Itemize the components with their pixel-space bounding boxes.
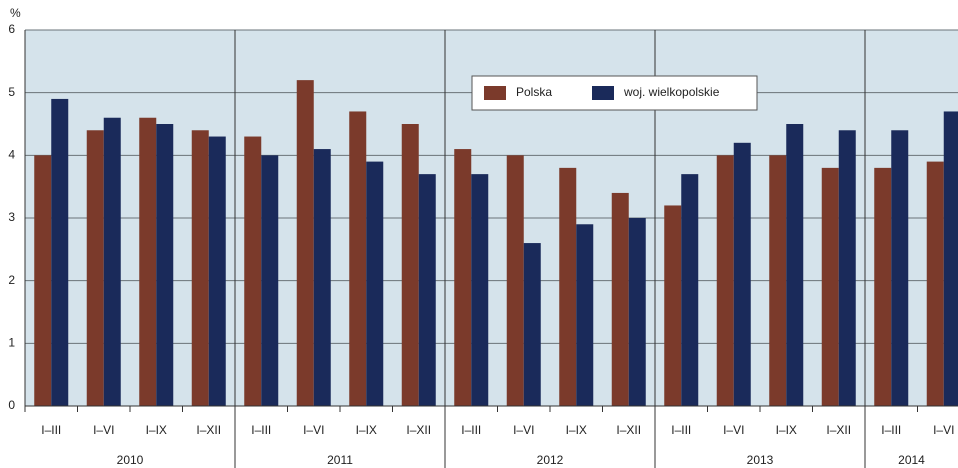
bar	[51, 98, 69, 406]
bar	[733, 142, 751, 407]
y-axis-label: %	[10, 6, 21, 20]
x-tick-label: I–VI	[723, 423, 744, 437]
x-tick-label: I–III	[671, 423, 691, 437]
x-tick-label: I–VI	[513, 423, 534, 437]
x-tick-label: I–IX	[566, 423, 587, 437]
bar	[716, 155, 734, 406]
bar	[208, 136, 226, 407]
bar	[523, 243, 541, 406]
x-tick-label: I–IX	[776, 423, 797, 437]
y-tick-label: 1	[8, 336, 15, 350]
bar	[769, 155, 787, 406]
bar	[926, 161, 944, 406]
bar	[681, 174, 699, 406]
bar	[313, 149, 331, 407]
y-tick-label: 4	[8, 148, 15, 162]
x-tick-label: I–III	[461, 423, 481, 437]
y-tick-label: 5	[8, 85, 15, 99]
bar	[454, 149, 472, 407]
group-label: 2012	[537, 453, 564, 467]
bar	[874, 167, 892, 406]
x-tick-label: I–VI	[93, 423, 114, 437]
bar	[349, 111, 367, 406]
group-label: 2013	[747, 453, 774, 467]
group-label: 2014	[898, 453, 925, 467]
bar	[611, 192, 629, 406]
bar	[156, 124, 174, 406]
legend-box	[471, 75, 758, 111]
bar	[506, 155, 524, 406]
bar	[628, 218, 646, 406]
bar	[296, 80, 314, 406]
bar	[418, 174, 436, 406]
bar	[261, 155, 279, 406]
bar	[103, 117, 121, 406]
x-tick-label: I–VI	[933, 423, 954, 437]
bar	[891, 130, 909, 406]
legend-swatch	[592, 86, 614, 100]
bar	[34, 155, 52, 406]
bar	[821, 167, 839, 406]
bar	[576, 224, 594, 406]
group-label: 2011	[327, 453, 353, 467]
x-tick-label: I–VI	[303, 423, 324, 437]
x-tick-label: I–IX	[146, 423, 167, 437]
bar	[471, 174, 489, 406]
legend-label: Polska	[516, 85, 552, 99]
y-tick-label: 0	[8, 398, 15, 412]
bar	[664, 205, 682, 406]
bar	[943, 111, 958, 406]
legend-swatch	[484, 86, 506, 100]
bar	[401, 124, 419, 406]
x-tick-label: I–XII	[196, 423, 221, 437]
x-tick-label: I–XII	[616, 423, 641, 437]
bar	[86, 130, 104, 406]
y-tick-label: 6	[8, 22, 15, 36]
y-tick-label: 2	[8, 273, 15, 287]
bar	[244, 136, 262, 407]
x-tick-label: I–III	[251, 423, 271, 437]
x-tick-label: I–XII	[826, 423, 851, 437]
group-label: 2010	[117, 453, 144, 467]
bar	[786, 124, 804, 406]
bar	[366, 161, 384, 406]
legend-label: woj. wielkopolskie	[623, 85, 720, 99]
bar	[191, 130, 209, 406]
y-tick-label: 3	[8, 210, 15, 224]
x-tick-label: I–IX	[356, 423, 377, 437]
bar	[139, 117, 157, 406]
x-tick-label: I–III	[41, 423, 61, 437]
bar	[559, 167, 577, 406]
x-tick-label: I–XII	[406, 423, 431, 437]
x-tick-label: I–III	[881, 423, 901, 437]
bar	[838, 130, 856, 406]
